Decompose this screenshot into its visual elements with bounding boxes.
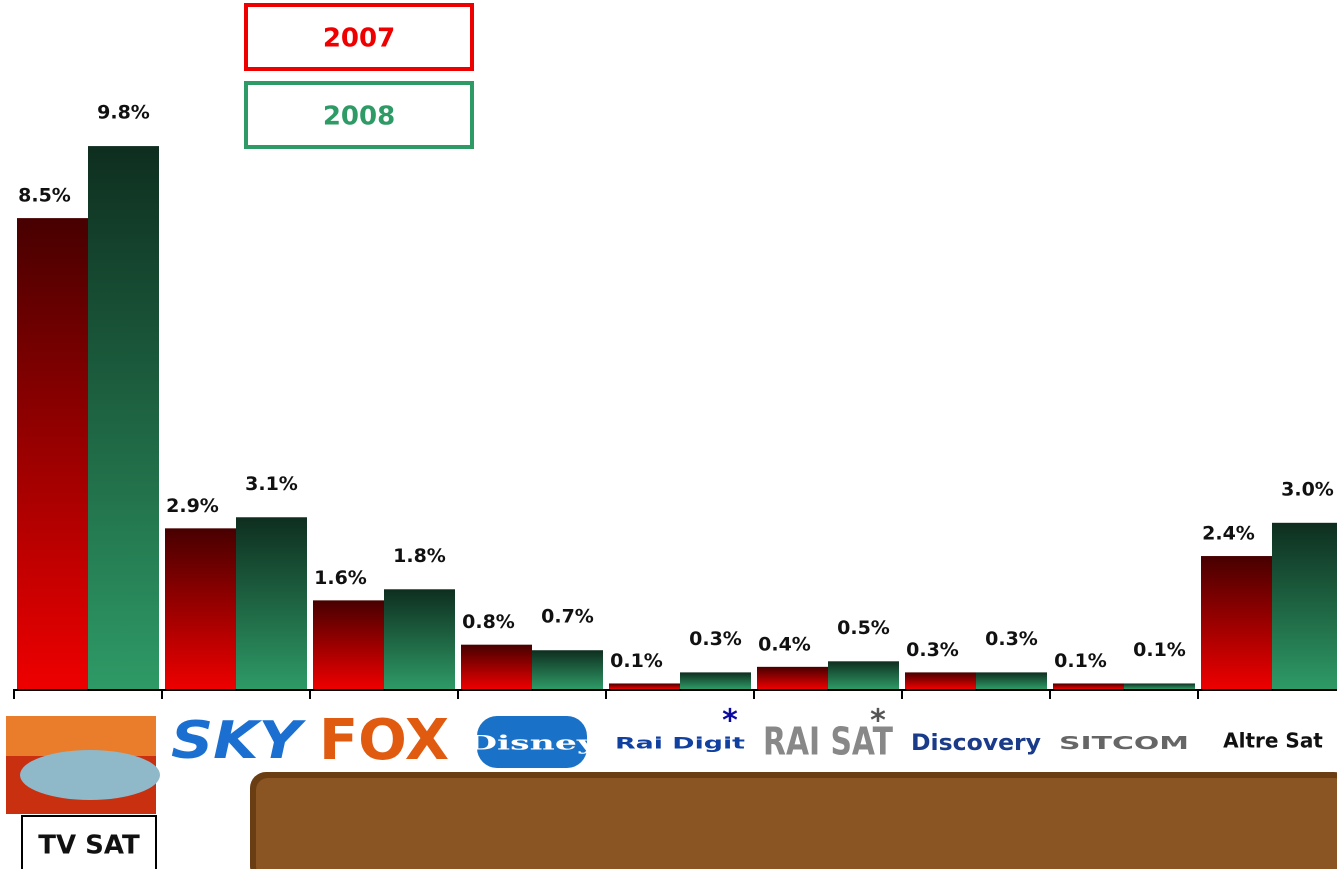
logo-sky xyxy=(6,716,156,756)
value-label: 0.3% xyxy=(689,628,742,650)
value-label: 1.6% xyxy=(314,567,367,589)
bar xyxy=(828,661,899,689)
value-label: 0.1% xyxy=(1054,650,1107,672)
value-label: 1.8% xyxy=(393,545,446,567)
logo xyxy=(477,716,587,768)
value-label: 8.5% xyxy=(18,185,71,207)
value-label: 0.4% xyxy=(758,633,811,655)
category-note: * xyxy=(722,704,738,739)
bar xyxy=(313,600,384,689)
legend-box xyxy=(244,3,474,71)
category-label: RAI SAT xyxy=(763,720,893,764)
bar xyxy=(1053,683,1124,689)
category-label: TV SAT xyxy=(38,831,140,861)
value-label: 3.1% xyxy=(245,473,298,495)
value-label: 0.1% xyxy=(610,650,663,672)
value-label: 2.4% xyxy=(1202,523,1255,545)
bar xyxy=(680,672,751,689)
category-label: Discovery xyxy=(911,731,1041,756)
bar xyxy=(976,672,1047,689)
value-label: 3.0% xyxy=(1281,478,1334,500)
value-label: 0.3% xyxy=(985,628,1038,650)
bar xyxy=(165,528,236,689)
category-label: Altre Sat xyxy=(1223,729,1323,753)
category-label: SKY xyxy=(171,711,307,771)
value-label: 0.8% xyxy=(462,611,515,633)
category-note: * xyxy=(870,704,886,739)
bar xyxy=(905,672,976,689)
value-label: 0.5% xyxy=(837,617,890,639)
legend-label: 2008 xyxy=(323,102,395,132)
value-label: 0.1% xyxy=(1133,639,1186,661)
category-label: Rai Digit xyxy=(615,734,746,753)
bar xyxy=(609,683,680,689)
footer-banner-inner xyxy=(256,778,1337,869)
legend-label: 2007 xyxy=(323,24,395,54)
value-label: 2.9% xyxy=(166,495,219,517)
bar xyxy=(757,666,828,689)
value-label: 0.7% xyxy=(541,606,594,628)
bar xyxy=(17,218,88,689)
bar xyxy=(88,146,159,689)
category-label: FOX xyxy=(319,708,449,773)
bar xyxy=(1272,522,1337,689)
bar xyxy=(532,650,603,689)
value-label: 0.3% xyxy=(906,639,959,661)
legend-box xyxy=(244,81,474,149)
bar xyxy=(1124,683,1195,689)
logo-dish xyxy=(20,750,160,800)
bar xyxy=(384,589,455,689)
bar xyxy=(236,517,307,689)
category-label: SITCOM xyxy=(1059,733,1189,754)
bar xyxy=(461,644,532,689)
category-label: Disney xyxy=(467,731,599,755)
label-box xyxy=(21,815,157,869)
value-label: 9.8% xyxy=(97,102,150,124)
bar xyxy=(1201,556,1272,689)
